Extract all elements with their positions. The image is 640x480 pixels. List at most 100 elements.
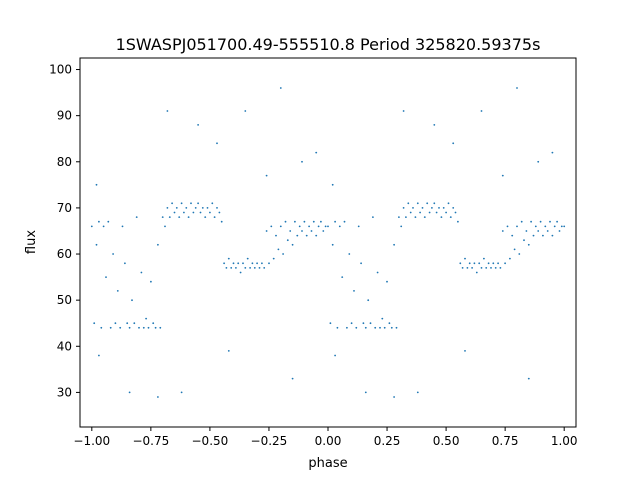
data-point: [445, 211, 447, 214]
data-point: [95, 183, 98, 186]
data-point: [353, 290, 355, 292]
data-point: [308, 225, 310, 228]
data-point: [121, 225, 124, 228]
data-point: [372, 216, 374, 219]
data-point: [390, 326, 393, 329]
data-point: [284, 220, 287, 223]
data-point: [388, 322, 391, 325]
data-point: [128, 391, 131, 394]
data-point: [523, 239, 525, 242]
data-point: [473, 262, 476, 265]
data-point: [310, 230, 313, 232]
data-point: [539, 220, 542, 223]
x-tick-label: 0.25: [374, 434, 401, 448]
data-point: [435, 211, 438, 214]
x-axis-label: phase: [308, 456, 347, 471]
x-tick-label: −1.00: [73, 434, 110, 448]
data-point: [161, 216, 164, 219]
data-point: [164, 225, 166, 228]
data-point: [105, 276, 107, 278]
data-point: [490, 267, 492, 269]
data-point: [487, 262, 490, 265]
data-point: [346, 326, 348, 329]
y-axis-label: flux: [24, 230, 39, 254]
data-point: [331, 243, 334, 246]
data-point: [527, 377, 530, 380]
data-point: [244, 267, 247, 269]
x-tick-label: −0.75: [132, 434, 169, 448]
data-point: [175, 207, 178, 209]
data-point: [227, 350, 230, 352]
data-point: [527, 243, 530, 246]
data-point: [398, 216, 400, 219]
data-point: [201, 207, 204, 209]
data-point: [341, 276, 344, 278]
data-point: [416, 202, 419, 205]
data-point: [537, 230, 540, 232]
data-point: [157, 243, 159, 246]
data-point: [402, 207, 405, 209]
data-point: [185, 207, 188, 209]
x-tick-label: −0.25: [251, 434, 288, 448]
data-point: [291, 377, 294, 380]
data-point: [166, 110, 169, 112]
data-point: [468, 262, 471, 265]
data-point: [199, 211, 202, 214]
data-point: [383, 326, 386, 329]
data-point: [355, 326, 358, 329]
data-point: [180, 391, 183, 394]
data-point: [119, 326, 122, 329]
y-tick-label: 30: [57, 385, 72, 399]
data-point: [464, 350, 466, 352]
data-point: [90, 225, 93, 228]
data-point: [334, 354, 336, 357]
data-point: [497, 262, 499, 265]
data-point: [449, 216, 452, 219]
data-point: [168, 216, 171, 219]
data-point: [197, 124, 200, 126]
data-point: [426, 202, 429, 205]
data-point: [296, 234, 299, 237]
data-point: [395, 326, 398, 329]
data-point: [369, 322, 372, 325]
data-point: [480, 110, 483, 112]
data-point: [506, 225, 509, 228]
data-point: [551, 234, 554, 237]
data-point: [494, 267, 497, 269]
data-point: [268, 262, 270, 265]
data-point: [542, 234, 544, 237]
data-point: [294, 220, 296, 223]
data-point: [560, 225, 563, 228]
data-point: [509, 257, 511, 260]
data-point: [461, 267, 464, 269]
data-point: [107, 220, 110, 223]
data-point: [348, 253, 351, 255]
data-point: [114, 322, 117, 325]
y-tick-label: 40: [57, 339, 72, 353]
data-point: [511, 234, 514, 237]
data-point: [142, 326, 145, 329]
data-point: [428, 211, 431, 214]
data-point: [166, 207, 169, 209]
data-point: [379, 326, 381, 329]
data-point: [499, 267, 502, 269]
data-point: [133, 322, 136, 325]
data-point: [551, 151, 554, 154]
x-tick-label: 0.00: [315, 434, 342, 448]
x-tick-label: 0.75: [492, 434, 519, 448]
data-point: [216, 207, 218, 209]
data-point: [516, 87, 518, 89]
data-point: [315, 151, 318, 154]
data-point: [237, 262, 240, 265]
y-tick-label: 60: [57, 247, 72, 261]
data-point: [317, 225, 320, 228]
data-point: [211, 202, 214, 205]
data-point: [216, 142, 218, 145]
data-point: [279, 87, 282, 89]
data-point: [504, 262, 506, 265]
data-point: [334, 220, 336, 223]
x-tick-label: −0.50: [192, 434, 229, 448]
data-point: [291, 243, 294, 246]
data-point: [324, 225, 327, 228]
